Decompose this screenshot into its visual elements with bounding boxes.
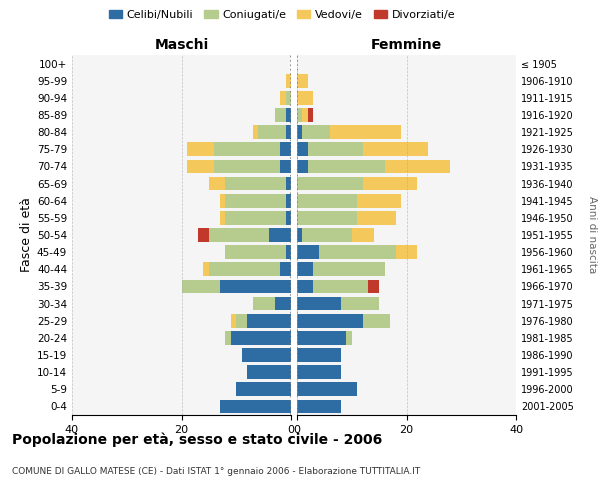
Bar — [357, 194, 401, 207]
Bar — [368, 280, 379, 293]
Bar — [226, 331, 231, 344]
Bar — [308, 160, 385, 173]
Bar — [231, 314, 236, 328]
Bar — [220, 400, 291, 413]
Bar — [286, 194, 291, 207]
Bar — [297, 228, 302, 242]
Bar — [280, 142, 291, 156]
Bar — [297, 108, 302, 122]
Bar — [297, 262, 313, 276]
Bar — [395, 246, 418, 259]
Bar — [286, 176, 291, 190]
Bar — [225, 194, 286, 207]
Text: COMUNE DI GALLO MATESE (CE) - Dati ISTAT 1° gennaio 2006 - Elaborazione TUTTITAL: COMUNE DI GALLO MATESE (CE) - Dati ISTAT… — [12, 468, 420, 476]
Bar — [297, 280, 313, 293]
Bar — [341, 296, 379, 310]
Bar — [286, 246, 291, 259]
Bar — [182, 280, 220, 293]
Bar — [209, 228, 269, 242]
Bar — [297, 366, 341, 379]
Bar — [214, 160, 280, 173]
Text: Popolazione per età, sesso e stato civile - 2006: Popolazione per età, sesso e stato civil… — [12, 432, 382, 447]
Bar — [225, 246, 286, 259]
Bar — [253, 126, 258, 139]
Bar — [209, 176, 226, 190]
Bar — [247, 314, 291, 328]
Bar — [302, 126, 330, 139]
Bar — [313, 262, 385, 276]
Bar — [209, 262, 280, 276]
Bar — [297, 142, 308, 156]
Bar — [297, 194, 357, 207]
Bar — [225, 176, 286, 190]
Bar — [269, 228, 291, 242]
Bar — [297, 126, 302, 139]
Bar — [286, 91, 291, 104]
Bar — [280, 262, 291, 276]
Legend: Celibi/Nubili, Coniugati/e, Vedovi/e, Divorziati/e: Celibi/Nubili, Coniugati/e, Vedovi/e, Di… — [104, 6, 460, 25]
Bar — [198, 228, 209, 242]
Bar — [187, 142, 214, 156]
Bar — [286, 74, 291, 88]
Bar — [297, 91, 313, 104]
Bar — [220, 280, 291, 293]
Bar — [220, 211, 226, 224]
Bar — [225, 211, 286, 224]
Bar — [297, 176, 363, 190]
Bar — [363, 142, 428, 156]
Bar — [286, 108, 291, 122]
Bar — [258, 126, 286, 139]
Bar — [286, 211, 291, 224]
Bar — [297, 314, 363, 328]
Bar — [280, 160, 291, 173]
Bar — [363, 176, 418, 190]
Bar — [297, 400, 341, 413]
Y-axis label: Fasce di età: Fasce di età — [20, 198, 33, 272]
Bar — [247, 366, 291, 379]
Bar — [275, 296, 291, 310]
Bar — [297, 296, 341, 310]
Bar — [231, 331, 291, 344]
Bar — [385, 160, 451, 173]
Bar — [236, 314, 247, 328]
Bar — [297, 246, 319, 259]
Bar — [363, 314, 390, 328]
Bar — [297, 348, 341, 362]
Bar — [275, 108, 286, 122]
Bar — [253, 296, 275, 310]
Bar — [203, 262, 209, 276]
Bar — [297, 382, 357, 396]
Bar — [308, 142, 363, 156]
Bar — [302, 108, 308, 122]
Bar — [297, 160, 308, 173]
Bar — [302, 228, 352, 242]
Bar — [236, 382, 291, 396]
Title: Maschi: Maschi — [154, 38, 209, 52]
Bar — [297, 74, 308, 88]
Bar — [308, 108, 313, 122]
Title: Femmine: Femmine — [371, 38, 442, 52]
Bar — [330, 126, 401, 139]
Bar — [313, 280, 368, 293]
Bar — [242, 348, 291, 362]
Bar — [214, 142, 280, 156]
Bar — [280, 91, 286, 104]
Bar — [319, 246, 395, 259]
Bar — [346, 331, 352, 344]
Bar — [297, 211, 357, 224]
Bar — [286, 126, 291, 139]
Bar — [220, 194, 226, 207]
Bar — [297, 331, 346, 344]
Text: Anni di nascita: Anni di nascita — [587, 196, 597, 274]
Bar — [357, 211, 395, 224]
Bar — [352, 228, 374, 242]
Bar — [187, 160, 214, 173]
